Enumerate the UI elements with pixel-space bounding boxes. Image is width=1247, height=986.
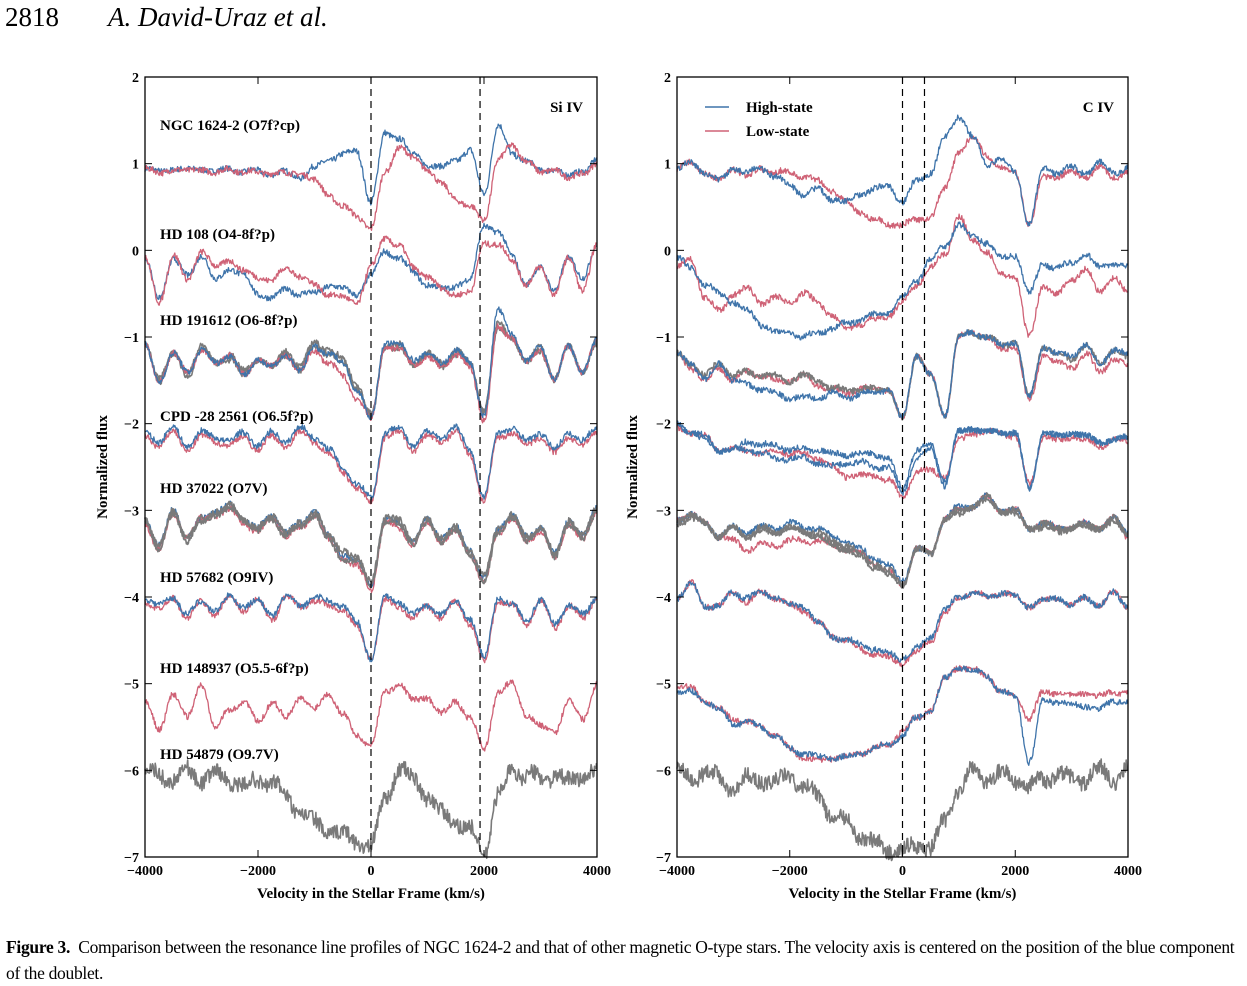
spectrum-high (676, 420, 1129, 496)
x-tick-label: −4000 (127, 864, 163, 879)
y-tick-label: 0 (664, 244, 671, 259)
y-tick-label: −7 (656, 851, 671, 866)
y-tick-label: 1 (132, 158, 139, 173)
star-label: HD 37022 (O7V) (160, 481, 268, 497)
x-axis-label: Velocity in the Stellar Frame (km/s) (789, 886, 1017, 902)
y-tick-label: 0 (132, 244, 139, 259)
spectrum-low (144, 142, 598, 231)
spectrum-high (144, 592, 598, 663)
si-iv-panel: NGC 1624-2 (O7f?cp) HD 108 (O4-8f?p) HD 19… (95, 71, 611, 902)
legend-label: Low-state (746, 124, 810, 140)
running-head-authors: A. David-Uraz et al. (108, 2, 328, 32)
spectrum-low (145, 679, 598, 752)
y-tick-label: −6 (656, 764, 671, 779)
spectrum-group (144, 123, 598, 231)
spectrum-low (144, 593, 598, 664)
y-tick-label: −5 (124, 678, 139, 693)
y-tick-label: −7 (124, 851, 139, 866)
y-tick-label: 2 (132, 71, 139, 86)
x-tick-label: 0 (368, 864, 375, 879)
x-tick-label: 4000 (1114, 864, 1142, 879)
spectrum-group (145, 679, 598, 752)
y-axis-label: Normalized flux (95, 415, 111, 519)
spectrum-group (144, 592, 598, 664)
star-label: HD 57682 (O9IV) (160, 570, 273, 586)
figure-caption: Figure 3. Comparison between the resonan… (6, 934, 1246, 986)
star-label: NGC 1624-2 (O7f?cp) (160, 118, 300, 134)
y-tick-label: −5 (656, 678, 671, 693)
y-tick-label: −2 (656, 418, 671, 433)
legend-label: High-state (746, 100, 813, 116)
y-tick-label: 2 (664, 71, 671, 86)
x-tick-label: 4000 (583, 864, 611, 879)
x-tick-label: 0 (899, 864, 906, 879)
y-tick-label: −4 (656, 591, 671, 606)
y-tick-label: −4 (124, 591, 139, 606)
x-tick-label: 2000 (470, 864, 498, 879)
star-label: CPD -28 2561 (O6.5f?p) (160, 409, 313, 425)
figure-3: NGC 1624-2 (O7f?cp) HD 108 (O4-8f?p) HD 19… (95, 71, 1142, 902)
y-tick-label: −6 (124, 764, 139, 779)
y-tick-label: −1 (124, 331, 139, 346)
y-tick-label: −1 (656, 331, 671, 346)
ion-label: C IV (1083, 100, 1114, 116)
legend: High-state Low-state (705, 100, 813, 140)
ion-label: Si IV (550, 100, 583, 116)
y-tick-label: −2 (124, 418, 139, 433)
c-iv-panel: −4000 −2000 0 2000 4000 2 1 0 −1 −2 −3 −4 −5 −6 −7 Velo… (625, 71, 1142, 902)
caption-label: Figure 3. (6, 937, 71, 957)
y-tick-label: −3 (124, 504, 139, 519)
spectrum-high (676, 421, 1128, 492)
x-axis-label: Velocity in the Stellar Frame (km/s) (257, 886, 485, 902)
y-tick-label: 1 (664, 158, 671, 173)
spectrum-low (144, 235, 598, 306)
spectrum-high (144, 423, 598, 501)
star-label: HD 191612 (O6-8f?p) (160, 313, 298, 329)
x-tick-label: 2000 (1001, 864, 1029, 879)
x-tick-label: −4000 (659, 864, 695, 879)
star-label: HD 108 (O4-8f?p) (160, 227, 275, 243)
x-tick-label: −2000 (240, 864, 276, 879)
page-number: 2818 (5, 2, 59, 32)
y-axis-label: Normalized flux (625, 415, 641, 519)
caption-text: Comparison between the resonance line pr… (6, 937, 1235, 983)
y-tick-label: −3 (656, 504, 671, 519)
x-tick-label: −2000 (772, 864, 808, 879)
spectrum-low (144, 323, 598, 424)
spectrum-high (676, 665, 1129, 766)
star-label: HD 148937 (O5.5-6f?p) (160, 661, 309, 677)
star-label: HD 54879 (O9.7V) (160, 747, 279, 763)
